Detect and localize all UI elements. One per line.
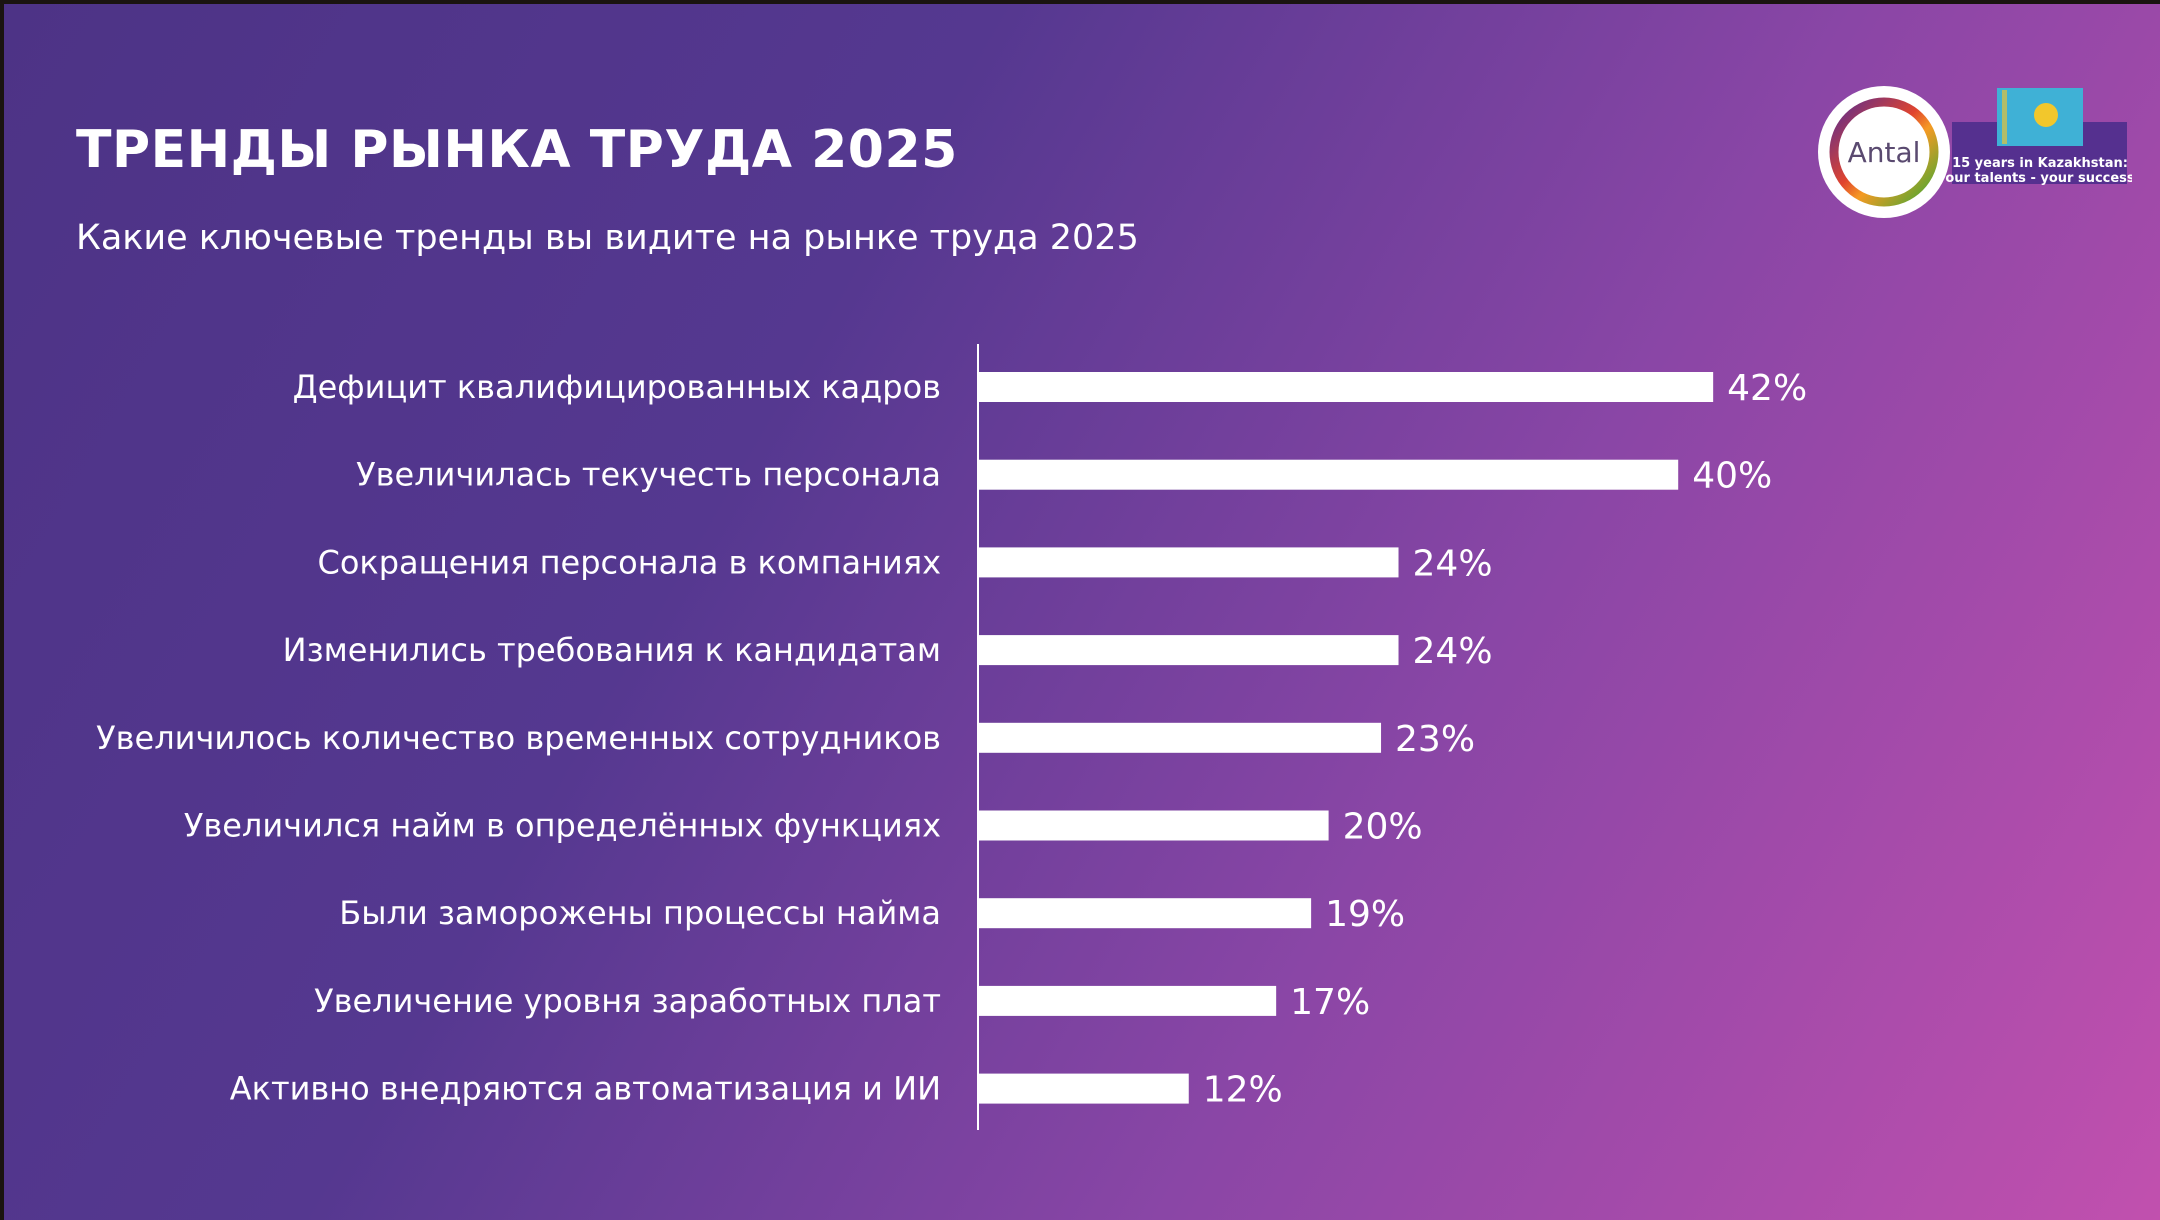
logo-brand: Antal xyxy=(1848,136,1921,169)
bar xyxy=(979,635,1399,666)
category-label: Увеличение уровня заработных плат xyxy=(314,982,941,1020)
category-label: Сокращения персонала в компаниях xyxy=(317,543,941,581)
value-label: 20% xyxy=(1343,807,1423,848)
value-label: 40% xyxy=(1692,456,1772,497)
value-label: 42% xyxy=(1727,368,1807,409)
bar xyxy=(979,547,1399,578)
value-label: 12% xyxy=(1203,1070,1283,1111)
bar xyxy=(979,898,1312,929)
value-label: 23% xyxy=(1395,719,1475,760)
bar xyxy=(979,985,1277,1016)
category-label: Увеличилась текучесть персонала xyxy=(356,456,941,494)
page-title: ТРЕНДЫ РЫНКА ТРУДА 2025 xyxy=(76,120,958,180)
bar-chart: Дефицит квалифицированных кадров 42% Увели… xyxy=(96,344,1807,1130)
category-label: Дефицит квалифицированных кадров xyxy=(293,368,941,406)
antal-logo: 15 years in Kazakhstan: our talents - yo… xyxy=(1818,86,2132,218)
value-label: 24% xyxy=(1413,543,1493,584)
bar xyxy=(979,810,1329,841)
value-label: 24% xyxy=(1413,631,1493,672)
page-subtitle: Какие ключевые тренды вы видите на рынке… xyxy=(76,218,1139,258)
tagline-line2: our talents - your success xyxy=(1945,171,2132,186)
category-label: Были заморожены процессы найма xyxy=(339,894,941,932)
bar xyxy=(979,722,1382,753)
category-label: Активно внедряются автоматизация и ИИ xyxy=(230,1070,941,1108)
value-label: 19% xyxy=(1325,894,1405,935)
value-label: 17% xyxy=(1290,982,1370,1023)
category-label: Увеличился найм в определённых функциях xyxy=(184,807,941,845)
bar xyxy=(979,372,1714,402)
bar xyxy=(979,1073,1189,1104)
tagline-line1: 15 years in Kazakhstan: xyxy=(1952,156,2128,171)
slide: ТРЕНДЫ РЫНКА ТРУДА 2025 Какие ключевые т… xyxy=(4,4,2160,1220)
bar xyxy=(979,459,1679,490)
kazakhstan-flag-icon xyxy=(1997,88,2083,146)
category-label: Изменились требования к кандидатам xyxy=(283,631,941,669)
category-label: Увеличилось количество временных сотрудн… xyxy=(96,719,941,757)
